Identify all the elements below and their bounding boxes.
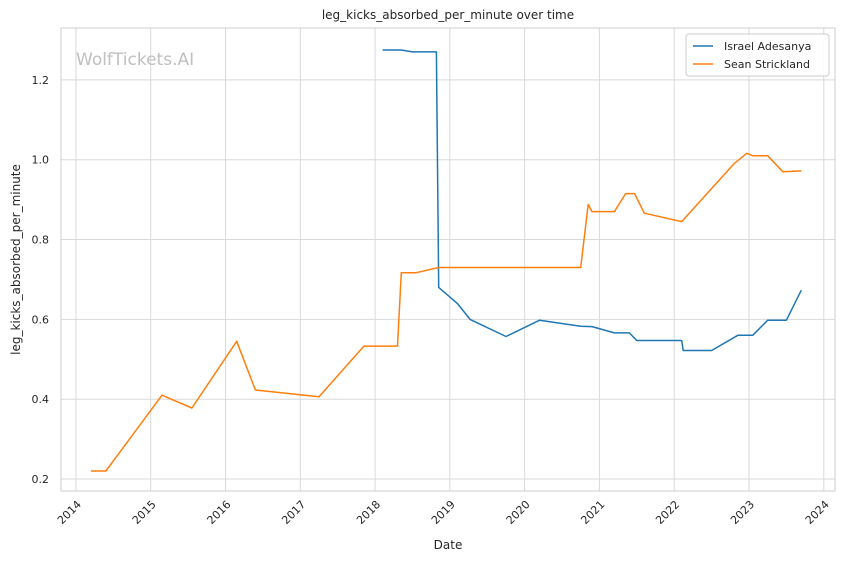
- y-tick-label: 1.0: [32, 154, 50, 167]
- series-line-israel-adesanya: [382, 49, 802, 352]
- y-axis-label: leg_kicks_absorbed_per_minute: [9, 164, 23, 355]
- y-axis-ticks: 0.2 0.4 0.6 0.8 1.0 1.2: [32, 74, 50, 486]
- legend: Israel Adesanya Sean Strickland: [685, 33, 830, 77]
- legend-label: Israel Adesanya: [724, 40, 811, 53]
- watermark-text: WolfTickets.AI: [76, 50, 194, 70]
- gridlines: [61, 28, 835, 491]
- legend-label: Sean Strickland: [724, 58, 810, 71]
- y-tick-label: 0.8: [32, 234, 50, 247]
- plot-frame: [60, 27, 836, 492]
- legend-box: [685, 33, 830, 77]
- y-tick-label: 0.2: [32, 473, 50, 486]
- y-tick-label: 1.2: [32, 74, 50, 87]
- chart-title: leg_kicks_absorbed_per_minute over time: [322, 8, 574, 22]
- series-layer: [90, 49, 802, 472]
- y-tick-label: 0.6: [32, 313, 50, 326]
- series-line-sean-strickland: [90, 152, 802, 472]
- x-axis-label: Date: [434, 538, 463, 552]
- y-tick-label: 0.4: [32, 393, 50, 406]
